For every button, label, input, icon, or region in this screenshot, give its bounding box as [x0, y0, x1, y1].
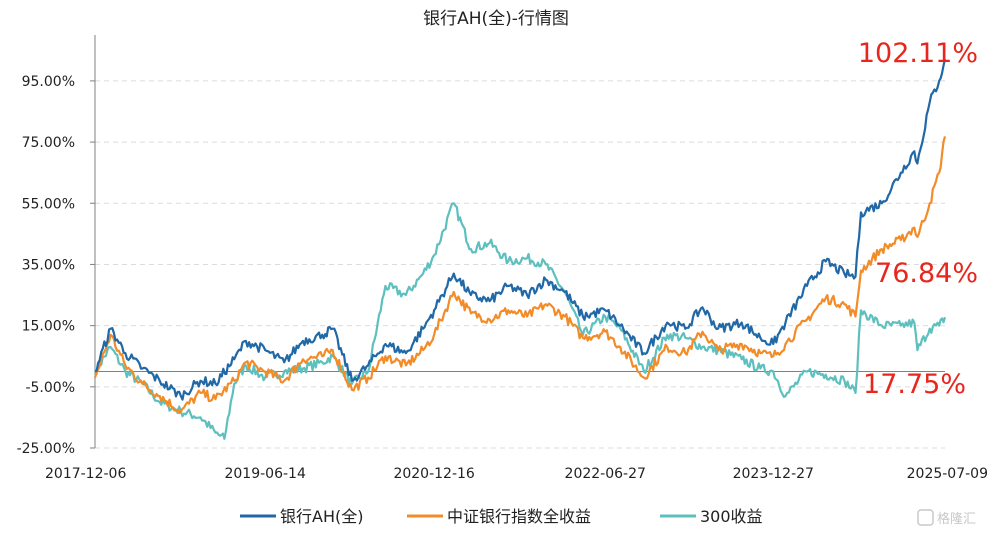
y-tick-label: -5.00%: [25, 380, 75, 396]
watermark-logo-icon: [917, 509, 934, 526]
series-end-label: 17.75%: [863, 369, 966, 400]
x-tick-label: 2023-12-27: [733, 466, 814, 482]
series-end-label: 102.11%: [858, 38, 978, 69]
series-line: [93, 136, 947, 415]
series-end-labels: 17.75% 76.84% 102.11%: [858, 38, 978, 400]
watermark: 格隆汇: [917, 509, 976, 527]
y-tick-label: -25.00%: [17, 441, 75, 457]
legend-label: 300收益: [700, 507, 763, 526]
x-axis-tick-labels: 2017-12-06 2019-06-14 2020-12-16 2022-06-27…: [45, 466, 988, 482]
legend-label: 银行AH(全): [280, 507, 363, 526]
y-axis-tick-labels: 95.00% 75.00% 55.00% 35.00% 15.00% -5.00% -25.…: [17, 74, 95, 457]
series-line: [94, 202, 947, 440]
x-tick-label: 2019-06-14: [224, 466, 305, 482]
y-tick-label: 15.00%: [22, 319, 75, 335]
series-line: [94, 58, 947, 401]
y-tick-label: 35.00%: [22, 257, 75, 273]
y-tick-label: 55.00%: [22, 196, 75, 212]
series-end-label: 76.84%: [875, 258, 978, 289]
y-tick-label: 95.00%: [22, 74, 75, 90]
y-tick-label: 75.00%: [22, 135, 75, 151]
x-tick-label: 2022-06-27: [565, 466, 646, 482]
watermark-text: 格隆汇: [937, 511, 976, 527]
legend: 银行AH(全) 中证银行指数全收益 300收益: [240, 507, 763, 526]
series-lines: [93, 58, 947, 440]
legend-label: 中证银行指数全收益: [447, 507, 591, 526]
chart-title: 银行AH(全)-行情图: [423, 9, 569, 29]
x-tick-label: 2020-12-16: [393, 466, 474, 482]
x-tick-label: 2017-12-06: [45, 466, 126, 482]
x-tick-label: 2025-07-09: [907, 466, 988, 482]
